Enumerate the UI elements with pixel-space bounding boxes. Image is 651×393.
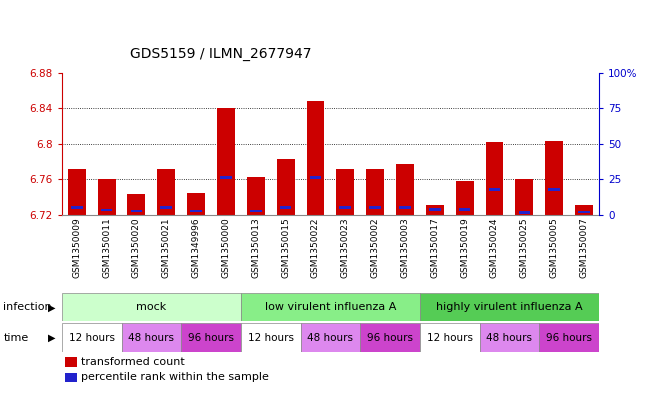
Bar: [366, 169, 384, 215]
Bar: [545, 141, 563, 215]
Text: ▶: ▶: [48, 332, 55, 343]
Text: ▶: ▶: [48, 302, 55, 312]
Bar: [456, 181, 474, 215]
Bar: [277, 159, 294, 215]
Bar: [220, 176, 232, 179]
Text: 12 hours: 12 hours: [69, 332, 115, 343]
Text: highly virulent influenza A: highly virulent influenza A: [436, 302, 583, 312]
Bar: [420, 323, 480, 352]
Bar: [250, 210, 262, 212]
Bar: [369, 206, 381, 209]
Bar: [160, 206, 172, 209]
Bar: [429, 208, 441, 211]
Bar: [241, 293, 420, 321]
Bar: [307, 101, 324, 215]
Text: 12 hours: 12 hours: [427, 332, 473, 343]
Bar: [426, 205, 444, 215]
Text: mock: mock: [136, 302, 167, 312]
Bar: [62, 323, 122, 352]
Bar: [68, 169, 86, 215]
Text: 12 hours: 12 hours: [248, 332, 294, 343]
Bar: [575, 205, 593, 215]
Bar: [247, 176, 265, 215]
Bar: [187, 193, 205, 215]
Text: transformed count: transformed count: [81, 357, 184, 367]
Text: low virulent influenza A: low virulent influenza A: [265, 302, 396, 312]
Bar: [64, 373, 77, 382]
Bar: [548, 189, 560, 191]
Bar: [360, 323, 420, 352]
Bar: [71, 206, 83, 209]
Text: 96 hours: 96 hours: [546, 332, 592, 343]
Bar: [181, 323, 241, 352]
Bar: [337, 169, 354, 215]
Bar: [578, 211, 590, 213]
Bar: [339, 206, 351, 209]
Bar: [62, 293, 241, 321]
Text: 48 hours: 48 hours: [307, 332, 353, 343]
Bar: [310, 176, 322, 179]
Bar: [98, 179, 116, 215]
Text: GDS5159 / ILMN_2677947: GDS5159 / ILMN_2677947: [130, 47, 312, 61]
Bar: [190, 210, 202, 212]
Bar: [486, 142, 503, 215]
Bar: [158, 169, 175, 215]
Bar: [301, 323, 360, 352]
Text: percentile rank within the sample: percentile rank within the sample: [81, 372, 268, 382]
Bar: [122, 323, 181, 352]
Bar: [101, 209, 113, 211]
Text: 48 hours: 48 hours: [486, 332, 533, 343]
Bar: [396, 164, 414, 215]
Bar: [516, 179, 533, 215]
Bar: [399, 206, 411, 209]
Bar: [480, 323, 539, 352]
Bar: [489, 189, 501, 191]
Bar: [241, 323, 301, 352]
Bar: [280, 206, 292, 209]
Text: 48 hours: 48 hours: [128, 332, 174, 343]
Bar: [539, 323, 599, 352]
Bar: [217, 108, 235, 215]
Bar: [459, 208, 471, 211]
Bar: [518, 211, 530, 214]
Text: infection: infection: [3, 302, 52, 312]
Bar: [131, 210, 143, 212]
Text: time: time: [3, 332, 29, 343]
Bar: [420, 293, 599, 321]
Bar: [64, 358, 77, 367]
Bar: [128, 194, 145, 215]
Text: 96 hours: 96 hours: [188, 332, 234, 343]
Text: 96 hours: 96 hours: [367, 332, 413, 343]
